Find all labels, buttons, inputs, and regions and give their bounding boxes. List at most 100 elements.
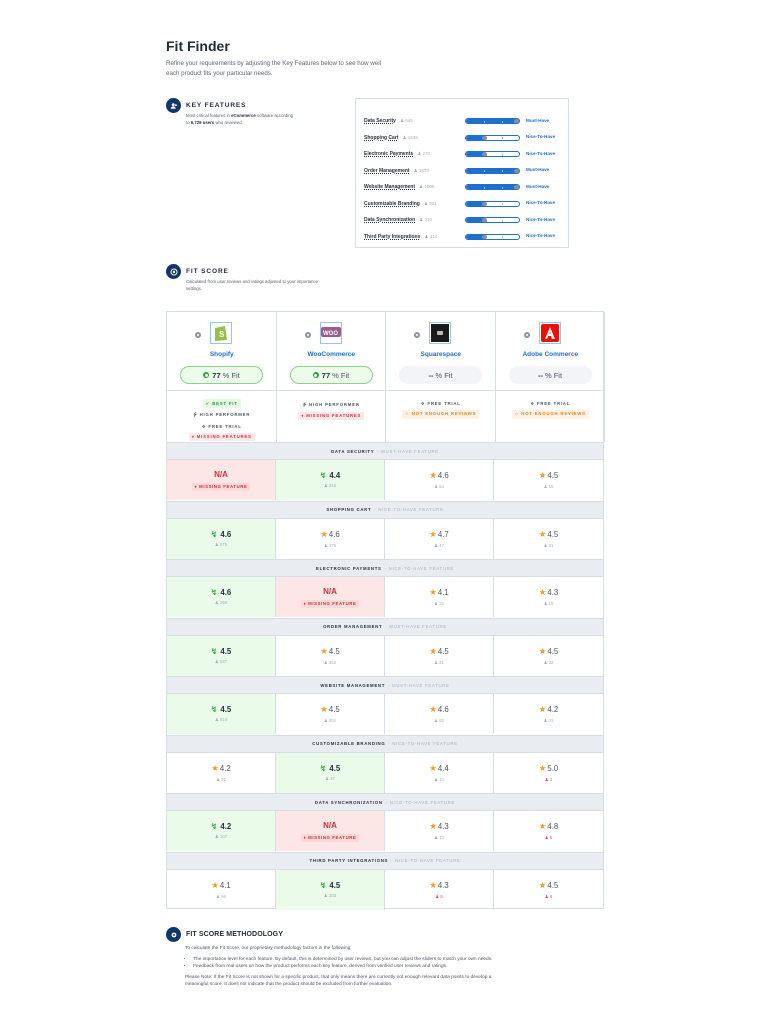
star-icon: ★	[538, 879, 547, 890]
importance-slider[interactable]	[465, 167, 520, 174]
key-feature-name[interactable]: Customizable Branding	[364, 200, 420, 207]
user-count-value: 645	[405, 118, 413, 123]
key-feature-name[interactable]: Third Party Integrations	[364, 233, 421, 240]
importance-slider[interactable]	[465, 134, 520, 141]
slider-handle[interactable]	[514, 168, 519, 173]
user-count-value: 314	[429, 233, 438, 239]
key-feature-name[interactable]: Shopping Cart	[364, 134, 399, 141]
importance-slider[interactable]	[465, 151, 520, 157]
score-number: 4.4	[437, 763, 449, 773]
slider-handle[interactable]	[482, 152, 487, 156]
score-value: ↯ 4.5	[211, 705, 232, 714]
key-feature-row: Data Security ♟ 645 Must-Have	[364, 116, 564, 126]
score-cell: ★ 4.5 ♟ 301	[276, 694, 385, 734]
star-icon: ★	[538, 470, 547, 480]
badge-not-enough-reviews: ☆ NOT ENOUGH REVIEWS	[402, 409, 480, 419]
product-badges: ❖ FREE TRIAL ☆ NOT ENOUGH REVIEWS	[495, 390, 605, 442]
product-badges: ⭍ HIGH PERFORMER ♦ MISSING FEATURES	[276, 390, 386, 442]
review-count: ♟ 37	[325, 776, 335, 782]
badge-label: FREE TRIAL	[427, 400, 461, 406]
slider-handle[interactable]	[482, 218, 487, 222]
star-icon: ★	[429, 762, 437, 773]
user-icon: ♟	[419, 184, 424, 189]
squarespace-logo[interactable]	[429, 322, 451, 344]
tag-icon: ♦	[191, 434, 195, 439]
fit-score-pill: --% Fit	[399, 366, 482, 384]
feature-name: WEBSITE MANAGEMENT	[320, 682, 386, 688]
score-cell: ★ 4.5 ♟ 31	[494, 519, 603, 559]
score-value: ★ 4.4	[429, 763, 448, 774]
slider-tick	[502, 170, 503, 172]
feature-level-text: MUST-HAVE FEATURE	[389, 624, 447, 629]
missing-feature-badge: ♦ MISSING FEATURE	[191, 482, 251, 491]
score-number: 4.5	[328, 646, 340, 656]
star-icon: ★	[429, 821, 437, 831]
desc-text: Most critical features in	[186, 113, 232, 118]
fit-target-icon	[312, 372, 319, 378]
score-number: 4.5	[547, 471, 559, 480]
remove-product-button[interactable]	[523, 332, 530, 338]
slider-handle[interactable]	[482, 135, 487, 140]
importance-level: Nice-To-Have	[526, 200, 556, 205]
importance-slider[interactable]	[465, 233, 520, 240]
user-count-value: 210	[424, 217, 432, 222]
key-feature-name[interactable]: Order Management	[364, 167, 410, 174]
feature-header: THIRD PARTY INTEGRATIONS - NICE-TO-HAVE F…	[167, 851, 603, 870]
feature-level-text: NICE-TO-HAVE FEATURE	[392, 741, 458, 746]
product-name-link[interactable]: WooCommerce	[307, 351, 356, 358]
importance-slider[interactable]	[465, 184, 520, 190]
user-icon: ♟	[214, 717, 219, 722]
slider-tick	[502, 236, 503, 238]
desc-text: who reviewed.	[214, 119, 243, 125]
key-feature-name[interactable]: Electronic Payments	[364, 151, 414, 157]
product-name-link[interactable]: Squarespace	[420, 351, 461, 358]
missing-feature-badge: ♦ MISSING FEATURE	[300, 599, 360, 608]
slider-handle[interactable]	[482, 201, 487, 206]
feature-level-text: NICE-TO-HAVE FEATURE	[395, 858, 461, 863]
remove-product-button[interactable]	[304, 332, 311, 338]
user-icon: ♟	[424, 233, 429, 239]
review-count-value: 10	[439, 835, 444, 840]
review-count-value: 6	[440, 893, 443, 899]
key-feature-name[interactable]: Website Management	[364, 184, 416, 190]
score-value: ★ 4.5	[539, 646, 558, 657]
adobe-commerce-logo[interactable]	[538, 322, 561, 344]
shopify-logo[interactable]: S	[210, 322, 232, 344]
feature-level: - NICE-TO-HAVE FEATURE	[374, 507, 444, 512]
star-icon: ★	[429, 470, 437, 480]
tag-icon: ♦	[303, 835, 307, 840]
feature-level: - NICE-TO-HAVE FEATURE	[388, 741, 458, 746]
importance-slider[interactable]	[465, 217, 520, 223]
score-value: ★ 4.5	[429, 646, 448, 657]
score-cell: ★ 4.5 ♟ 362	[276, 635, 385, 676]
score-cell: ★ 4.2 ♟ 31	[494, 694, 603, 734]
slider-handle[interactable]	[514, 119, 519, 123]
user-count: ♟ 210	[419, 217, 432, 223]
importance-slider[interactable]	[465, 118, 520, 124]
remove-product-button[interactable]	[414, 332, 420, 338]
product-header: S Shopify 77% Fit	[167, 312, 277, 390]
score-number: 4.5	[329, 880, 341, 890]
importance-slider[interactable]	[465, 200, 520, 207]
key-feature-name[interactable]: Data Security	[364, 118, 396, 124]
score-number: 4.6	[328, 529, 340, 539]
bolt-icon: ↯	[210, 588, 218, 597]
slider-handle[interactable]	[514, 185, 519, 189]
key-feature-name[interactable]: Data Synchronization	[364, 217, 416, 223]
slider-handle[interactable]	[482, 234, 487, 239]
bolt-icon: ⭍	[193, 412, 198, 417]
woocommerce-logo[interactable]: WOO	[319, 322, 342, 344]
badge-label: MISSING FEATURES	[196, 434, 252, 439]
feature-name: ELECTRONIC PAYMENTS	[316, 565, 382, 571]
feature-score-row: ↯ 4.6 ♟ 876 ★ 4.6 ♟ 375 ★ 4.7 ♟ 47 ★ 4.5 ♟ 31	[167, 518, 603, 559]
product-name-link[interactable]: Shopify	[209, 351, 234, 358]
score-value: ↯ 4.5	[320, 764, 341, 773]
remove-product-button[interactable]	[195, 332, 201, 338]
product-name-link[interactable]: Adobe Commerce	[522, 351, 579, 358]
review-count-value: 15	[548, 601, 554, 606]
score-value: ★ 4.6	[320, 529, 339, 540]
slider-tick	[502, 120, 503, 123]
star-icon: ★	[429, 645, 437, 656]
feature-level: - NICE-TO-HAVE FEATURE	[384, 565, 454, 571]
score-cell: ↯ 4.5 ♟ 203	[276, 869, 385, 910]
